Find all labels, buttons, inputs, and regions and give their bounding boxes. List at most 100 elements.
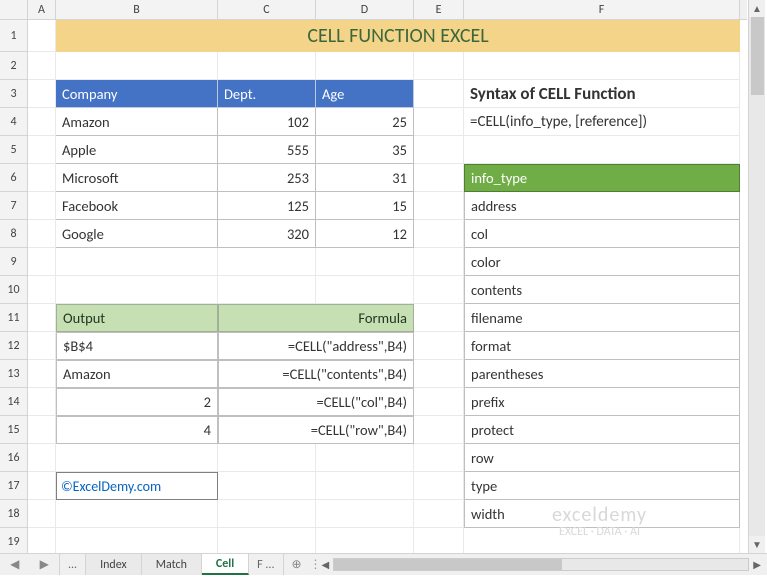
output-value[interactable]: 4 (56, 416, 218, 444)
cell[interactable] (56, 248, 218, 276)
cell[interactable] (414, 360, 464, 388)
cell[interactable] (28, 528, 56, 556)
cell[interactable] (218, 248, 316, 276)
table-row[interactable]: 12 (316, 220, 414, 248)
cell[interactable] (28, 500, 56, 528)
cell[interactable] (414, 528, 464, 556)
exceldemy-link[interactable]: ©ExcelDemy.com (56, 472, 218, 500)
row-header[interactable]: 7 (0, 192, 28, 220)
cell[interactable] (28, 444, 56, 472)
cell[interactable] (218, 528, 316, 556)
table-header-company[interactable]: Company (56, 80, 218, 108)
cell[interactable] (28, 472, 56, 500)
cell[interactable] (316, 248, 414, 276)
infotype-cell[interactable]: protect (464, 416, 740, 444)
infotype-cell[interactable]: contents (464, 276, 740, 304)
infotype-cell[interactable]: address (464, 192, 740, 220)
page-title[interactable]: CELL FUNCTION EXCEL (56, 20, 740, 52)
vscroll-track[interactable] (749, 17, 765, 536)
col-header-F[interactable]: F (464, 0, 740, 19)
infotype-cell[interactable]: type (464, 472, 740, 500)
vscroll-thumb[interactable] (751, 17, 764, 95)
cell[interactable] (28, 388, 56, 416)
infotype-cell[interactable]: format (464, 332, 740, 360)
cell[interactable] (28, 80, 56, 108)
output-value[interactable]: 2 (56, 388, 218, 416)
row-header[interactable]: 8 (0, 220, 28, 248)
table-row[interactable]: Microsoft (56, 164, 218, 192)
row-header[interactable]: 3 (0, 80, 28, 108)
cell[interactable] (56, 444, 218, 472)
output-header-output[interactable]: Output (56, 304, 218, 332)
cell[interactable] (414, 472, 464, 500)
output-formula[interactable]: =CELL("col",B4) (218, 388, 414, 416)
output-value[interactable]: Amazon (56, 360, 218, 388)
scroll-left-icon[interactable]: ◀ (322, 558, 330, 571)
cell[interactable] (28, 332, 56, 360)
cell[interactable] (218, 52, 316, 80)
cell[interactable] (414, 304, 464, 332)
cell[interactable] (28, 416, 56, 444)
scroll-up-icon[interactable]: ▲ (749, 0, 765, 17)
cell[interactable] (414, 108, 464, 136)
chevron-left-icon[interactable]: ◀ (10, 557, 19, 572)
output-header-formula[interactable]: Formula (218, 304, 414, 332)
cell[interactable] (28, 220, 56, 248)
row-header[interactable]: 12 (0, 332, 28, 360)
cell[interactable] (56, 500, 218, 528)
cell[interactable] (414, 500, 464, 528)
cell[interactable] (56, 52, 218, 80)
row-header[interactable]: 13 (0, 360, 28, 388)
tab-cell[interactable]: Cell (202, 554, 249, 575)
syntax-formula[interactable]: =CELL(info_type, [reference]) (464, 108, 740, 136)
table-row[interactable]: 35 (316, 136, 414, 164)
infotype-cell[interactable]: col (464, 220, 740, 248)
cell[interactable] (464, 52, 740, 80)
cell[interactable] (414, 52, 464, 80)
cell[interactable] (316, 444, 414, 472)
scroll-down-icon[interactable]: ▼ (749, 536, 765, 553)
tab-nav-buttons[interactable]: ◀ ▶ (0, 554, 60, 575)
cell[interactable] (316, 472, 414, 500)
cell[interactable] (414, 164, 464, 192)
row-header[interactable]: 18 (0, 500, 28, 528)
cell[interactable] (28, 164, 56, 192)
row-header[interactable]: 10 (0, 276, 28, 304)
hscroll-thumb[interactable] (334, 559, 562, 570)
table-row[interactable]: 25 (316, 108, 414, 136)
cell[interactable] (28, 108, 56, 136)
cell[interactable] (28, 304, 56, 332)
cell[interactable] (316, 528, 414, 556)
cell[interactable] (28, 360, 56, 388)
table-row[interactable]: 31 (316, 164, 414, 192)
cell[interactable] (414, 332, 464, 360)
row-header[interactable]: 9 (0, 248, 28, 276)
table-row[interactable]: 555 (218, 136, 316, 164)
col-header-E[interactable]: E (414, 0, 464, 19)
table-row[interactable]: Facebook (56, 192, 218, 220)
row-header[interactable]: 1 (0, 20, 28, 52)
infotype-cell[interactable]: width (464, 500, 740, 528)
cell[interactable] (28, 248, 56, 276)
cell[interactable] (28, 192, 56, 220)
tab-match[interactable]: Match (142, 554, 202, 575)
cell[interactable] (414, 416, 464, 444)
table-row[interactable]: 102 (218, 108, 316, 136)
col-header-D[interactable]: D (316, 0, 414, 19)
output-formula[interactable]: =CELL("contents",B4) (218, 360, 414, 388)
table-row[interactable]: Amazon (56, 108, 218, 136)
table-row[interactable]: Google (56, 220, 218, 248)
row-header[interactable]: 16 (0, 444, 28, 472)
row-header[interactable]: 6 (0, 164, 28, 192)
cell[interactable] (316, 52, 414, 80)
cell[interactable] (28, 136, 56, 164)
row-header[interactable]: 2 (0, 52, 28, 80)
horizontal-scrollbar[interactable]: ◀ ▶ (316, 554, 767, 575)
syntax-title[interactable]: Syntax of CELL Function (464, 80, 740, 108)
tab-index[interactable]: Index (86, 554, 142, 575)
cell[interactable] (414, 136, 464, 164)
cell[interactable] (414, 192, 464, 220)
cell[interactable] (56, 528, 218, 556)
cell[interactable] (464, 136, 740, 164)
infotype-header[interactable]: info_type (464, 164, 740, 192)
